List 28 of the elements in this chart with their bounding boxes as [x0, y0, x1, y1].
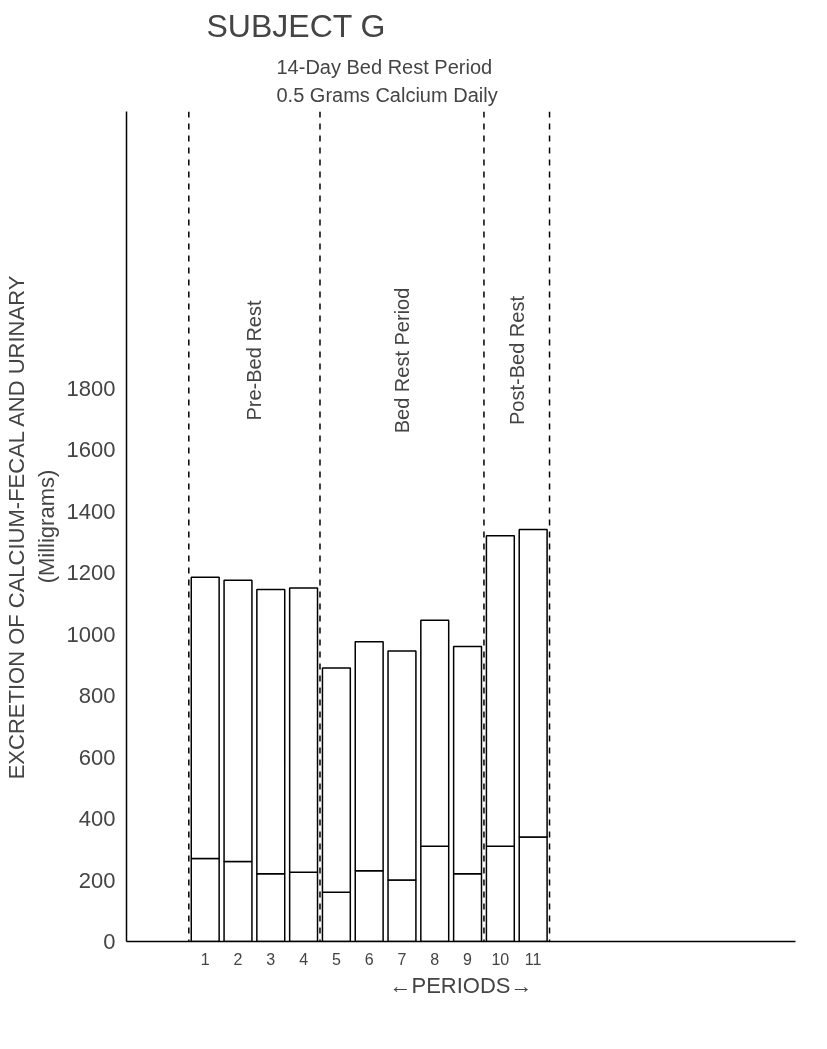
y-tick-label: 1200 [66, 560, 116, 586]
annotation: Bed Rest Period [390, 287, 413, 434]
x-tick-label: 5 [331, 950, 341, 968]
x-tick-label: 7 [397, 950, 407, 968]
y-tick-label: 1800 [66, 375, 116, 401]
y-tick-label: 1000 [66, 621, 116, 647]
annotation: Post-Bed Rest [505, 295, 528, 425]
y-tick-label: 200 [78, 867, 116, 893]
y-tick-label: 400 [78, 806, 116, 832]
x-tick-label: 11 [524, 950, 542, 968]
y-tick-label: 800 [78, 683, 116, 709]
y-tick-label: 1400 [66, 498, 116, 524]
y-axis-title: EXCRETION OF CALCIUM-FECAL AND URINARY (Milligrams) [3, 275, 59, 780]
x-tick-label: 3 [266, 950, 276, 968]
y-tick-label: 0 [103, 929, 116, 954]
x-tick-label: 9 [463, 950, 473, 968]
x-tick-label: 2 [233, 950, 243, 968]
x-tick-label: 4 [299, 950, 309, 968]
annotation: Pre-Bed Rest [243, 300, 266, 421]
x-axis-title: ←PERIODS→ [389, 972, 533, 998]
x-tick-label: 10 [491, 950, 510, 968]
y-tick-label: 600 [78, 744, 116, 770]
y-tick-label: 1600 [66, 437, 116, 463]
x-tick-label: 6 [364, 950, 374, 968]
x-tick-label: 1 [200, 950, 210, 968]
x-tick-label: 8 [430, 950, 440, 968]
chart-subtitle: 14-Day Bed Rest Period 0.5 Grams Calcium Daily [276, 55, 498, 107]
chart-title: SUBJECT G [206, 7, 386, 44]
